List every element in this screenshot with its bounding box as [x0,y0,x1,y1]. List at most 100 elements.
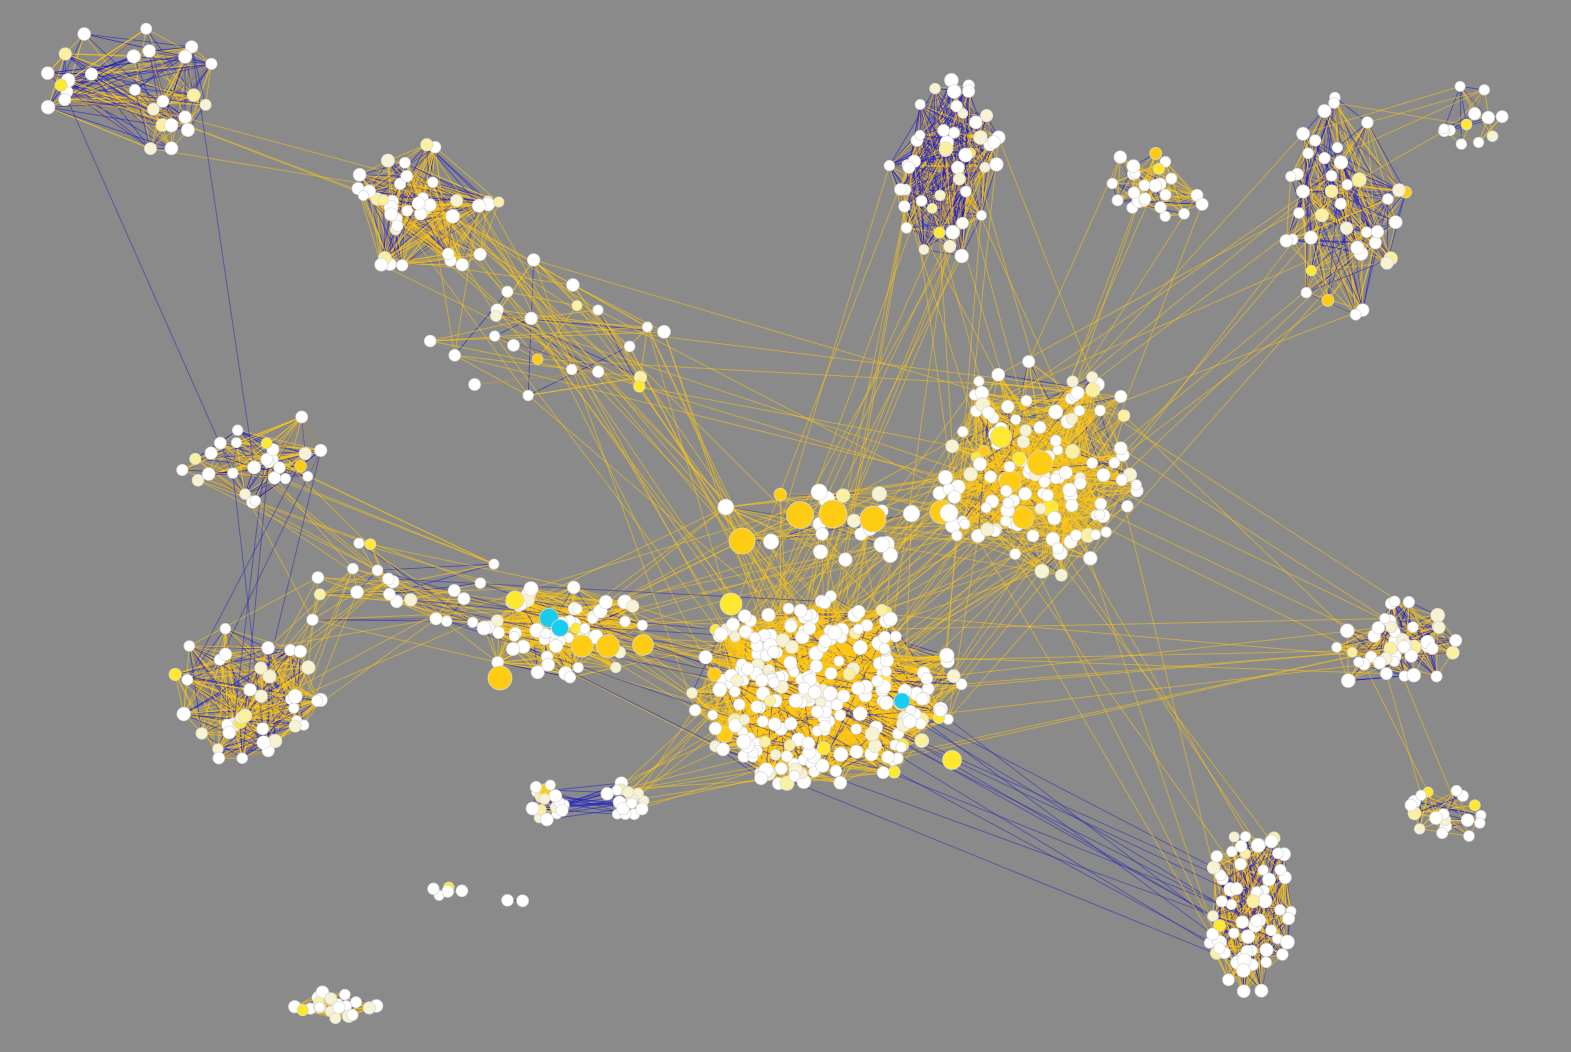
graph-node[interactable] [357,190,369,201]
graph-node[interactable] [1034,502,1047,515]
graph-node[interactable] [1486,130,1499,142]
graph-node[interactable] [1073,404,1086,417]
graph-node[interactable] [1012,451,1027,466]
graph-node[interactable] [780,750,794,763]
graph-node[interactable] [636,619,648,631]
graph-node[interactable] [980,502,992,514]
graph-node[interactable] [852,640,868,655]
graph-node-gold-hub-13[interactable] [719,592,743,616]
graph-node[interactable] [1086,457,1099,469]
graph-node[interactable] [1152,162,1165,175]
graph-node[interactable] [784,619,798,633]
graph-node[interactable] [314,1001,325,1013]
graph-node[interactable] [185,40,199,54]
graph-node[interactable] [1051,542,1064,555]
graph-node[interactable] [829,764,843,778]
graph-node[interactable] [490,614,504,627]
graph-node[interactable] [382,572,395,586]
graph-node[interactable] [1206,860,1221,875]
graph-node[interactable] [929,82,941,95]
graph-node[interactable] [686,687,698,699]
graph-node[interactable] [1360,226,1373,238]
graph-node[interactable] [262,669,277,684]
graph-node[interactable] [883,159,896,172]
graph-node[interactable] [1148,179,1163,193]
graph-node[interactable] [195,727,208,740]
graph-node[interactable] [1429,811,1443,825]
graph-node[interactable] [1058,465,1073,480]
graph-node[interactable] [1019,424,1032,437]
graph-node[interactable] [249,495,262,507]
graph-node[interactable] [293,644,307,658]
graph-node-gold-hub-16[interactable] [939,503,959,523]
graph-node-gold-hub-4[interactable] [859,505,887,533]
graph-node[interactable] [579,623,591,634]
graph-node[interactable] [441,885,455,898]
graph-node[interactable] [1392,183,1406,197]
graph-node[interactable] [782,602,795,615]
graph-node[interactable] [1371,621,1385,635]
graph-node[interactable] [84,67,99,81]
graph-node[interactable] [1325,169,1338,182]
graph-node[interactable] [1296,184,1310,199]
graph-node[interactable] [488,558,500,570]
graph-node[interactable] [713,626,729,642]
graph-node[interactable] [549,639,563,654]
graph-node[interactable] [833,655,845,667]
graph-node[interactable] [946,84,962,99]
graph-node[interactable] [522,389,534,402]
graph-node[interactable] [592,304,604,316]
graph-node[interactable] [708,721,723,736]
graph-node[interactable] [955,678,968,691]
graph-node[interactable] [626,797,638,809]
graph-node[interactable] [764,694,776,707]
graph-node[interactable] [788,770,801,782]
graph-node[interactable] [1454,80,1466,92]
graph-node[interactable] [1210,850,1223,863]
graph-node[interactable] [1304,230,1318,245]
graph-node[interactable] [450,194,464,208]
graph-node[interactable] [1009,548,1021,560]
graph-node[interactable] [1225,898,1237,911]
graph-node[interactable] [445,209,460,224]
graph-node[interactable] [178,49,193,64]
graph-node[interactable] [1328,97,1340,109]
graph-node[interactable] [707,709,719,721]
graph-node[interactable] [1034,563,1050,579]
graph-node[interactable] [471,198,486,213]
graph-node[interactable] [566,363,578,376]
graph-node[interactable] [937,124,950,137]
graph-node[interactable] [1138,179,1151,192]
graph-node[interactable] [1331,642,1343,653]
graph-node[interactable] [213,436,227,450]
graph-node[interactable] [852,623,864,635]
graph-node[interactable] [1234,840,1248,853]
graph-node[interactable] [827,625,843,641]
graph-node[interactable] [895,741,907,753]
graph-node[interactable] [1463,830,1475,842]
graph-node[interactable] [507,338,520,352]
graph-node[interactable] [1341,673,1356,688]
graph-node[interactable] [937,469,954,486]
graph-node[interactable] [544,779,556,791]
graph-node[interactable] [201,467,216,481]
graph-node[interactable] [1020,395,1033,407]
graph-node[interactable] [1280,934,1295,950]
graph-node-gold-hub-7[interactable] [990,426,1012,448]
graph-node[interactable] [1473,136,1485,148]
graph-node[interactable] [902,160,916,174]
graph-node[interactable] [984,470,997,484]
graph-node-gold-hub-10[interactable] [596,634,620,658]
graph-node[interactable] [1228,831,1240,843]
graph-node[interactable] [633,380,646,393]
graph-node[interactable] [963,467,978,482]
graph-node[interactable] [610,661,622,674]
graph-node[interactable] [1236,984,1251,998]
graph-node[interactable] [1257,864,1269,876]
graph-node[interactable] [1285,170,1297,182]
graph-node[interactable] [982,406,996,420]
graph-node[interactable] [314,443,328,457]
graph-node[interactable] [347,562,359,575]
graph-node[interactable] [902,505,921,523]
